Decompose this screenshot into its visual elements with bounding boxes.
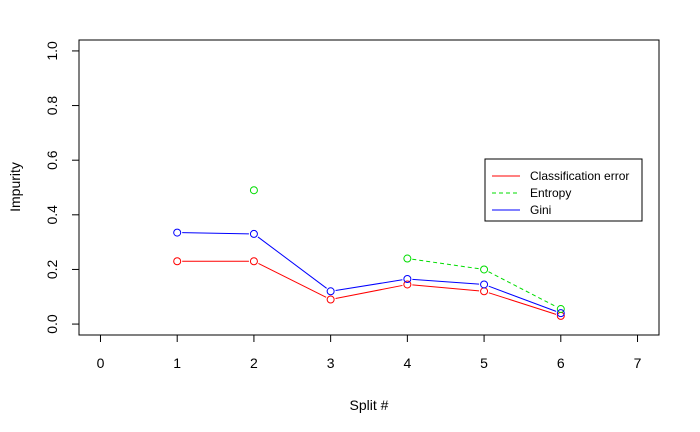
series-0-line-2 bbox=[335, 284, 403, 300]
y-axis: 0.0 0.2 0.4 0.6 0.8 1.0 bbox=[44, 41, 79, 334]
series-2-point-3 bbox=[403, 275, 412, 284]
series-2-point-0 bbox=[173, 228, 182, 237]
series-0-line-4 bbox=[488, 292, 557, 315]
series-2-line-1 bbox=[257, 236, 327, 289]
x-tick-label-6: 6 bbox=[557, 355, 565, 371]
series-1-point-0 bbox=[249, 186, 258, 195]
x-tick-label-5: 5 bbox=[480, 355, 488, 371]
series-2-point-2 bbox=[326, 287, 335, 296]
plot-frame bbox=[78, 39, 660, 336]
legend-label-2: Gini bbox=[530, 203, 551, 217]
series-0-point-1 bbox=[249, 257, 258, 266]
series-1-line-0 bbox=[412, 258, 480, 270]
y-tick-label-0.0: 0.0 bbox=[44, 314, 60, 334]
x-tick-label-2: 2 bbox=[250, 355, 258, 371]
series-2-line-2 bbox=[335, 279, 403, 291]
series-0-point-0 bbox=[173, 257, 182, 266]
x-tick-label-1: 1 bbox=[173, 355, 181, 371]
series-1 bbox=[249, 186, 565, 314]
series-2-point-1 bbox=[249, 229, 258, 238]
series-0-point-2 bbox=[326, 295, 335, 304]
series-2-point-5 bbox=[556, 309, 565, 318]
x-axis-title: Split # bbox=[350, 397, 389, 413]
x-tick-label-3: 3 bbox=[327, 355, 335, 371]
y-tick-label-0.8: 0.8 bbox=[44, 96, 60, 116]
y-tick-label-0.2: 0.2 bbox=[44, 260, 60, 280]
series-2-line-3 bbox=[412, 278, 480, 285]
y-axis-title: Impurity bbox=[7, 162, 23, 212]
series-1-line-1 bbox=[488, 271, 557, 308]
series-0-line-3 bbox=[412, 284, 480, 292]
series-0 bbox=[173, 257, 565, 320]
legend-box bbox=[484, 158, 643, 222]
series-1-point-2 bbox=[480, 265, 489, 274]
series-1-point-1 bbox=[403, 254, 412, 263]
legend-label-0: Classification error bbox=[530, 169, 629, 183]
series-0-line-1 bbox=[258, 263, 327, 298]
series-layer bbox=[173, 186, 565, 320]
series-1-point-3 bbox=[556, 305, 565, 314]
y-tick-label-1.0: 1.0 bbox=[44, 41, 60, 61]
x-axis: 0 1 2 3 4 5 6 7 bbox=[97, 335, 642, 371]
x-tick-label-0: 0 bbox=[97, 355, 105, 371]
series-2 bbox=[173, 228, 565, 318]
series-0-point-3 bbox=[403, 280, 412, 289]
y-tick-label-0.4: 0.4 bbox=[44, 205, 60, 225]
legend-label-1: Entropy bbox=[530, 186, 571, 200]
series-2-line-0 bbox=[182, 232, 249, 235]
y-tick-label-0.6: 0.6 bbox=[44, 150, 60, 170]
series-2-line-4 bbox=[488, 285, 557, 312]
legend: Classification error Entropy Gini bbox=[484, 158, 643, 222]
x-tick-label-4: 4 bbox=[403, 355, 411, 371]
series-0-point-4 bbox=[480, 287, 489, 296]
x-tick-label-7: 7 bbox=[634, 355, 642, 371]
series-2-point-4 bbox=[480, 280, 489, 289]
